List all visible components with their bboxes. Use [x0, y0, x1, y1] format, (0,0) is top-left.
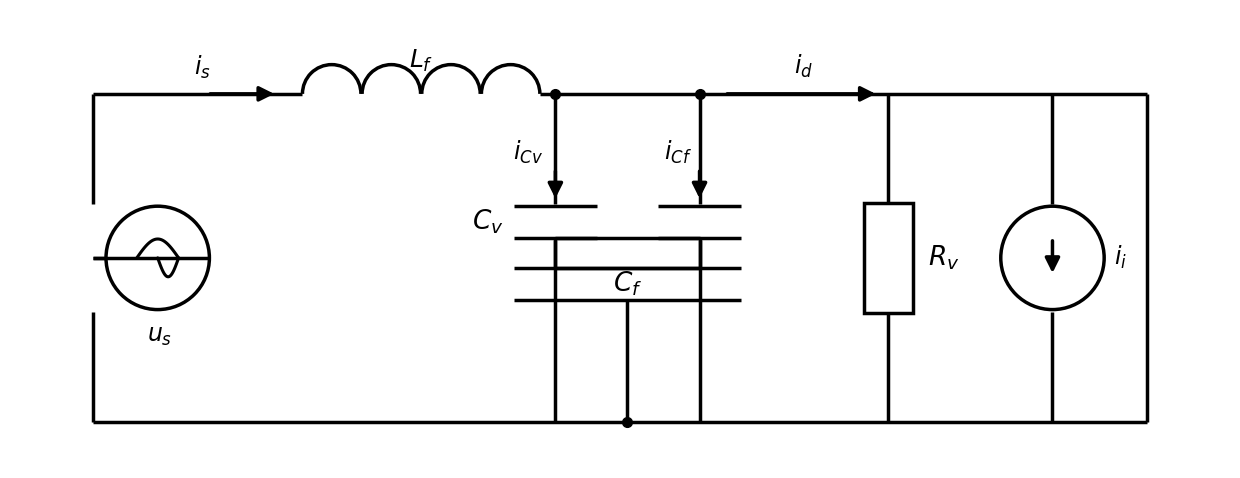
- Text: $C_f$: $C_f$: [613, 270, 642, 298]
- Bar: [863, 203, 914, 313]
- Text: $i_{Cv}$: $i_{Cv}$: [513, 139, 543, 166]
- Text: $C_v$: $C_v$: [472, 208, 503, 236]
- Text: $i_s$: $i_s$: [193, 54, 211, 81]
- Text: $u_s$: $u_s$: [148, 326, 172, 348]
- Text: $i_i$: $i_i$: [1114, 244, 1127, 272]
- Text: $R_v$: $R_v$: [929, 244, 960, 272]
- Text: $i_{Cf}$: $i_{Cf}$: [663, 139, 692, 166]
- Text: $L_f$: $L_f$: [409, 48, 433, 74]
- Text: $i_d$: $i_d$: [795, 53, 813, 80]
